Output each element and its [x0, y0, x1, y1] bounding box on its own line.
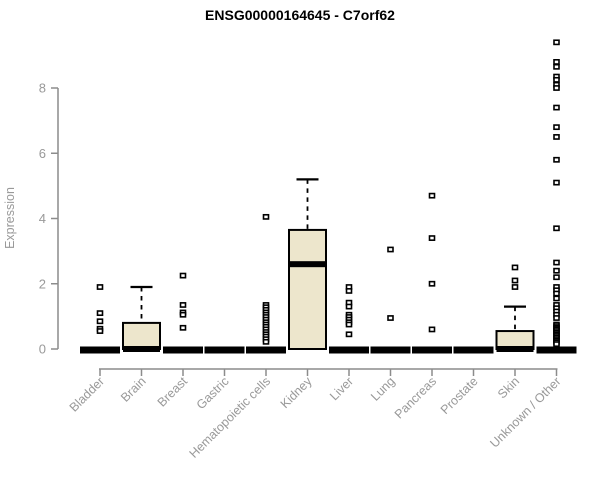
boxplot-box [122, 321, 161, 350]
y-tick-label: 2 [39, 276, 46, 291]
category-label: Unknown / Other [487, 374, 563, 450]
collapsed-box-bar [204, 346, 245, 354]
y-tick-label: 8 [39, 81, 46, 96]
outlier-point [387, 315, 394, 321]
outlier-point [428, 192, 436, 199]
chart-title: ENSG00000164645 - C7orf62 [205, 7, 395, 23]
outlier-point [428, 280, 436, 287]
outlier-point [511, 264, 519, 271]
outlier-point [511, 277, 519, 284]
collapsed-box-bar [163, 346, 203, 354]
outlier-point [553, 85, 560, 91]
median-line [496, 346, 534, 352]
y-axis-label: Expression [3, 187, 17, 249]
outlier-point [345, 321, 353, 328]
outlier-point [96, 310, 104, 317]
collapsed-box-bar [80, 346, 120, 354]
outlier-point [553, 267, 560, 274]
outlier-point [553, 295, 560, 302]
outlier-point [179, 311, 187, 318]
outlier-point [96, 328, 104, 334]
outlier-point [553, 39, 560, 46]
outlier-point [179, 324, 187, 331]
outlier-point [511, 284, 519, 290]
outlier-point [262, 338, 270, 345]
outlier-point [345, 303, 353, 310]
category-label: Hematopoietic cells [187, 374, 274, 461]
category-label: Bladder [67, 374, 107, 414]
outlier-point [553, 259, 560, 266]
outlier-point [428, 326, 436, 333]
y-tick-label: 4 [39, 211, 46, 226]
category-label: Gastric [194, 374, 232, 412]
category-label: Prostate [438, 374, 481, 417]
outlier-point [553, 58, 560, 65]
collapsed-box-bar [412, 346, 452, 354]
outlier-point [96, 318, 104, 325]
collapsed-box-bar [453, 346, 494, 354]
outlier-point [553, 274, 560, 281]
outlier-point [553, 63, 560, 70]
category-label: Skin [495, 374, 522, 401]
outlier-point [553, 179, 560, 186]
collapsed-box-bar [370, 346, 411, 354]
outlier-point [553, 76, 560, 83]
category-label: Liver [327, 374, 356, 403]
outlier-point [553, 134, 560, 140]
outlier-point [387, 246, 394, 253]
category-label: Kidney [278, 374, 315, 411]
outlier-point [553, 341, 560, 348]
outlier-point [553, 124, 560, 131]
median-line [289, 261, 326, 268]
outlier-point [345, 288, 353, 294]
median-line [123, 346, 160, 352]
outlier-point [553, 315, 560, 321]
category-label: Brain [118, 374, 149, 405]
outlier-point [428, 235, 436, 241]
category-label: Breast [155, 374, 191, 410]
category-label: Pancreas [392, 374, 439, 421]
y-tick-label: 6 [39, 146, 46, 161]
outlier-point [553, 104, 560, 111]
category-label: Lung [368, 374, 398, 404]
outlier-point [179, 302, 187, 308]
collapsed-box-bar [246, 346, 286, 354]
outlier-point [262, 213, 270, 220]
collapsed-box-bar [536, 346, 577, 354]
outlier-point [179, 272, 187, 279]
outlier-point [96, 284, 104, 290]
y-tick-label: 0 [39, 342, 46, 357]
collapsed-box-bar [329, 346, 369, 354]
boxplot-box [288, 228, 327, 350]
outlier-point [553, 225, 560, 232]
outlier-point [553, 156, 560, 163]
outlier-point [345, 331, 353, 338]
outlier-point [553, 290, 560, 297]
